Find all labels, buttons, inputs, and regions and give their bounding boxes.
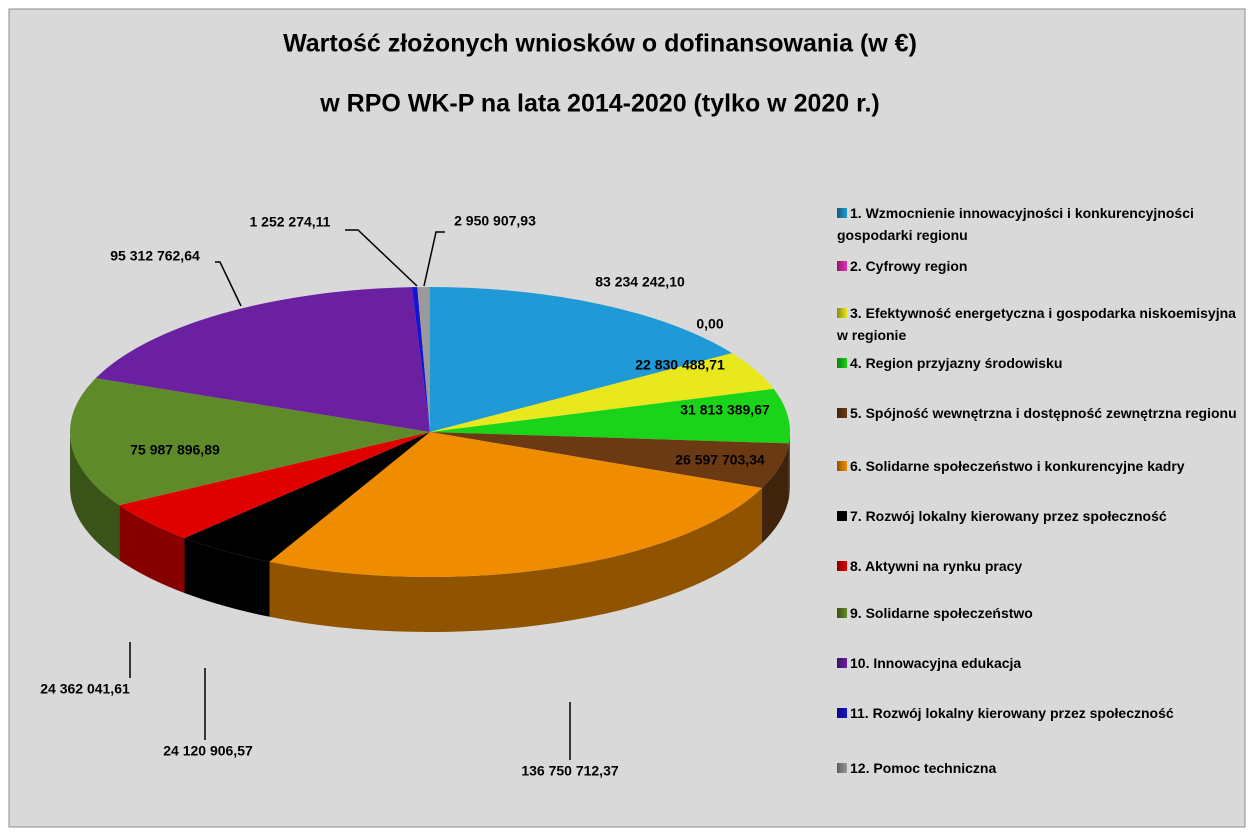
legend-label: 5. Spójność wewnętrzna i dostępność zewn… [850, 405, 1237, 421]
data-label: 24 120 906,57 [163, 743, 253, 759]
legend-swatch [837, 261, 847, 271]
legend-item: 2. Cyfrowy region [837, 255, 1237, 277]
data-label: 26 597 703,34 [675, 452, 765, 468]
data-label: 2 950 907,93 [454, 213, 536, 229]
legend-label: 6. Solidarne społeczeństwo i konkurencyj… [850, 458, 1185, 474]
legend-item: 3. Efektywność energetyczna i gospodarka… [837, 302, 1237, 346]
legend-swatch [837, 561, 847, 571]
legend-item: 8. Aktywni na rynku pracy [837, 555, 1237, 577]
pie-slice [184, 432, 430, 562]
chart-title: Wartość złożonych wniosków o dofinansowa… [283, 30, 917, 58]
legend-label: 3. Efektywność energetyczna i gospodarka… [837, 305, 1236, 343]
legend-swatch [837, 511, 847, 521]
pie-slice [430, 432, 789, 489]
legend-item: 6. Solidarne społeczeństwo i konkurencyj… [837, 455, 1237, 477]
legend-swatch [837, 358, 847, 368]
pie-slice-side [269, 488, 763, 632]
legend-item: 9. Solidarne społeczeństwo [837, 602, 1237, 624]
legend-swatch [837, 208, 847, 218]
pie-slice-side [119, 505, 185, 594]
legend-label: 12. Pomoc techniczna [850, 760, 997, 776]
legend-swatch [837, 658, 847, 668]
data-label: 95 312 762,64 [110, 248, 200, 264]
legend-item: 7. Rozwój lokalny kierowany przez społec… [837, 505, 1237, 527]
data-label: 31 813 389,67 [680, 402, 770, 418]
leader-line [215, 261, 242, 307]
legend-item: 10. Innowacyjna edukacja [837, 652, 1237, 674]
legend-swatch [837, 308, 847, 318]
legend-swatch [837, 763, 847, 773]
pie-slice-side [788, 432, 790, 499]
legend-item: 4. Region przyjazny środowisku [837, 352, 1237, 374]
legend-swatch [837, 708, 847, 718]
legend-label: 10. Innowacyjna edukacja [850, 655, 1022, 671]
legend-label: 8. Aktywni na rynku pracy [850, 558, 1023, 574]
legend-label: 9. Solidarne społeczeństwo [850, 605, 1033, 621]
legend-item: 5. Spójność wewnętrzna i dostępność zewn… [837, 402, 1237, 424]
data-label: 0,00 [696, 316, 723, 332]
legend-label: 4. Region przyjazny środowisku [850, 355, 1063, 371]
legend-item: 1. Wzmocnienie innowacyjności i konkuren… [837, 202, 1237, 246]
legend-swatch [837, 461, 847, 471]
data-label: 83 234 242,10 [595, 274, 685, 290]
pie-slice [430, 353, 774, 432]
data-label: 1 252 274,11 [250, 214, 331, 230]
pie-slice [430, 287, 733, 432]
legend-label: 7. Rozwój lokalny kierowany przez społec… [850, 508, 1167, 524]
legend-swatch [837, 608, 847, 618]
chart-subtitle: w RPO WK-P na lata 2014-2020 (tylko w 20… [319, 90, 880, 118]
pie-slice [269, 432, 763, 578]
pie-slice [95, 287, 431, 432]
data-label: 136 750 712,37 [521, 763, 619, 779]
pie-slice-side [70, 432, 120, 561]
legend-swatch [837, 408, 847, 418]
pie-slice [417, 287, 430, 432]
legend-label: 1. Wzmocnienie innowacyjności i konkuren… [837, 205, 1194, 243]
pie-slice-side [762, 443, 789, 544]
data-label: 22 830 488,71 [635, 357, 725, 373]
leader-line [423, 231, 445, 287]
pie-slice-side [184, 538, 270, 617]
pie-slice [411, 287, 430, 432]
data-label: 24 362 041,61 [40, 681, 130, 697]
legend-item: 12. Pomoc techniczna [837, 757, 1237, 779]
legend-label: 11. Rozwój lokalny kierowany przez społe… [850, 705, 1174, 721]
legend-label: 2. Cyfrowy region [850, 258, 968, 274]
pie-slice [430, 388, 790, 444]
pie-slice [119, 432, 430, 539]
data-label: 75 987 896,89 [130, 442, 220, 458]
pie-slice [69, 378, 430, 506]
legend-item: 11. Rozwój lokalny kierowany przez społe… [837, 702, 1237, 724]
leader-line [345, 229, 418, 287]
